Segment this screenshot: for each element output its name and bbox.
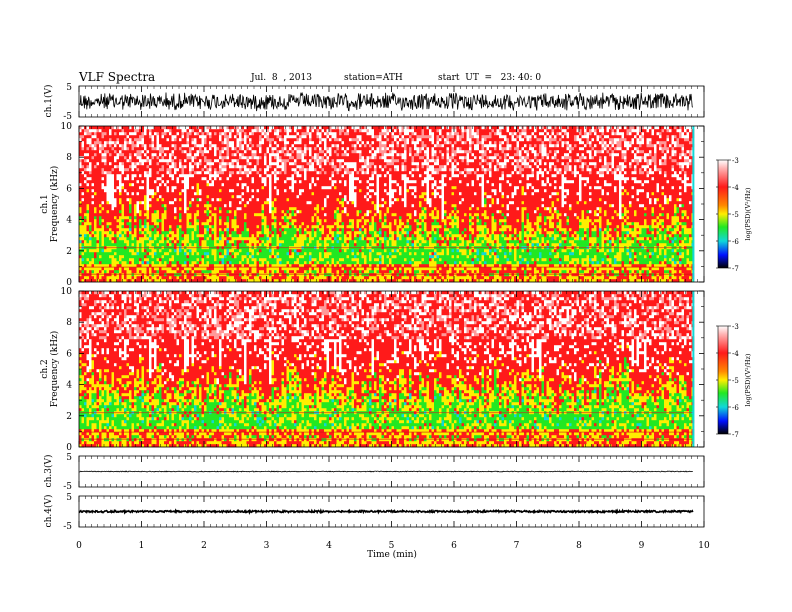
time-tick-2: 2 [201, 541, 207, 551]
time-tick-7: 7 [514, 541, 520, 551]
ch1-waveform-panel: 5 -5 ch.1(V) [43, 83, 704, 122]
spec1-yticks-label-2: 4 [66, 216, 72, 226]
spec2-yticks-label-3: 6 [66, 349, 72, 359]
time-tick-9: 9 [639, 541, 645, 551]
cbar2-tick-4: -7 [732, 431, 739, 439]
ch3-waveform-panel: 5 -5 ch.3(V) [43, 453, 704, 492]
cbar2-tick-0: -3 [732, 323, 739, 331]
ch4-waveform-panel: 5 -5 ch.4(V) [43, 493, 704, 532]
cbar2-tick-1: -4 [732, 350, 739, 358]
ch1-waveform-trace [79, 93, 693, 112]
spec1-yticks-label-4: 8 [66, 153, 72, 163]
ch3-ytick-top: 5 [66, 453, 72, 463]
ch1-spectrogram-image [79, 126, 694, 282]
ch3-waveform-trace [79, 471, 693, 472]
cbar1-tick-2: -5 [732, 211, 739, 219]
ch1-ytick-top: 5 [66, 83, 72, 93]
ch2-spectrogram-panel: 0 2 4 6 8 10 ch.2 Frequency (kHz) -3 -4 -5 -6 -7 l… [40, 287, 752, 453]
cbar1-label: log(PSD)(V²/Hz) [744, 187, 752, 240]
time-axis-label: Time (min) [367, 549, 417, 560]
time-tick-8: 8 [576, 541, 582, 551]
cbar1-tick-0: -3 [732, 157, 739, 165]
cbar2-scale [718, 326, 728, 434]
time-tick-0: 0 [76, 541, 82, 551]
spec1-yticks-label-5: 10 [61, 122, 73, 132]
spec2-yticks-label-4: 8 [66, 318, 72, 328]
ch3-ytick-bottom: -5 [63, 482, 72, 492]
ch2-colorbar: -3 -4 -5 -6 -7 log(PSD)(V²/Hz) [716, 323, 752, 439]
spec2-yticks-label-0: 0 [66, 443, 72, 453]
spec1-yticks-label-3: 6 [66, 184, 72, 194]
time-tick-4: 4 [326, 541, 332, 551]
ch4-waveform-ylabel: ch.4(V) [43, 495, 54, 528]
time-tick-6: 6 [451, 541, 457, 551]
cbar1-scale [718, 160, 728, 268]
ch4-ytick-bottom: -5 [63, 522, 72, 532]
ch4-ytick-top: 5 [66, 493, 72, 503]
ch1-colorbar: -3 -4 -5 -6 -7 log(PSD)(V²/Hz) [716, 157, 752, 273]
ch2-channel-label: ch.2 [40, 359, 50, 378]
spec1-yticks-label-1: 2 [66, 247, 72, 257]
ch4-waveform-trace [79, 511, 693, 513]
time-tick-10: 10 [698, 541, 710, 551]
spec2-yticks-label-2: 4 [66, 381, 72, 391]
cbar1-tick-3: -6 [732, 238, 739, 246]
ch1-frequency-ylabel: Frequency (kHz) [49, 166, 60, 243]
spec2-yticks-label-5: 10 [61, 287, 73, 297]
ch1-channel-label: ch.1 [40, 194, 50, 213]
cbar2-tick-3: -6 [732, 404, 739, 412]
cbar1-tick-4: -7 [732, 265, 739, 273]
ch1-ytick-bottom: -5 [63, 112, 72, 122]
ch2-frequency-ylabel: Frequency (kHz) [49, 331, 60, 408]
ch1-waveform-ylabel: ch.1(V) [43, 85, 54, 118]
time-tick-3: 3 [264, 541, 270, 551]
ch2-spectrogram-image [79, 291, 694, 447]
cbar2-label: log(PSD)(V²/Hz) [744, 353, 752, 406]
spec2-yticks-label-1: 2 [66, 412, 72, 422]
cbar1-tick-1: -4 [732, 184, 739, 192]
ch3-waveform-ylabel: ch.3(V) [43, 455, 54, 488]
time-tick-1: 1 [139, 541, 145, 551]
cbar2-tick-2: -5 [732, 377, 739, 385]
